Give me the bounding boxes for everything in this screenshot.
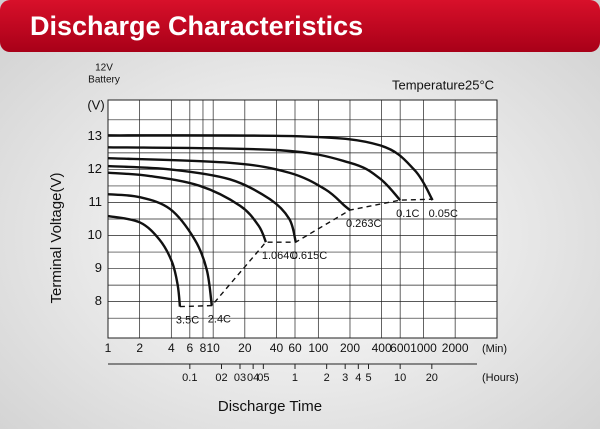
cutoff-line: [179, 198, 433, 308]
discharge-curve: [107, 134, 434, 201]
y-tick-label: 13: [88, 128, 102, 143]
curve-label: 0.1C: [396, 208, 419, 220]
header-bar: [0, 0, 600, 52]
curve-label: 0.615C: [292, 250, 328, 262]
y-tick-label: 10: [88, 227, 102, 242]
x-tick-label: 40: [270, 341, 284, 355]
x-tick-label: 600: [390, 341, 410, 355]
x2-tick-label: 2: [324, 372, 330, 384]
x-unit: (Min): [482, 343, 507, 355]
curve-label: 0.263C: [346, 218, 382, 230]
x-tick-label: 1000: [410, 341, 437, 355]
x2-tick-label: 10: [394, 372, 406, 384]
x-tick-label: 8: [200, 341, 207, 355]
curve-label: 2.4C: [208, 314, 231, 326]
y-tick-label: 11: [89, 194, 103, 209]
discharge-curve: [107, 156, 351, 212]
discharge-curve: [107, 171, 267, 243]
discharge-curve: [107, 164, 297, 243]
y-tick-label: 8: [95, 293, 102, 308]
battery-label: 12V: [95, 63, 113, 74]
x2-tick-label: 5: [365, 372, 371, 384]
chart-title: Discharge Characteristics: [30, 11, 363, 41]
x-tick-label: 2000: [442, 341, 469, 355]
x-tick-label: 4: [168, 341, 175, 355]
x-axis-title: Discharge Time: [218, 398, 322, 415]
x-tick-label: 20: [238, 341, 252, 355]
discharge-curve: [107, 146, 402, 201]
x2-tick-label: 4: [355, 372, 361, 384]
x2-tick-label: 20: [426, 372, 438, 384]
x2-tick-label: 0.1: [182, 372, 197, 384]
x-tick-label: 10: [206, 341, 220, 355]
y-tick-label: 9: [95, 260, 102, 275]
x-tick-label: 2: [136, 341, 143, 355]
x2-tick-label: 1: [292, 372, 298, 384]
battery-label: Battery: [88, 75, 120, 86]
curve-label: 3.5C: [176, 315, 199, 327]
y-axis-title: Terminal Voltage(V): [48, 173, 65, 304]
x2-tick-label: 04: [247, 372, 259, 384]
x-tick-label: 60: [288, 341, 302, 355]
x-tick-label: 400: [372, 341, 392, 355]
x2-tick-label: 3: [342, 372, 348, 384]
discharge-curve: [107, 214, 182, 307]
curve-label: 0.05C: [429, 208, 458, 220]
y-unit: (V): [87, 97, 104, 112]
x2-tick-label: 05: [257, 372, 269, 384]
discharge-curve: [107, 193, 213, 306]
x-tick-label: 100: [308, 341, 328, 355]
curve-label: 1.064C: [262, 250, 298, 262]
x2-tick-label: 03: [234, 372, 246, 384]
x-tick-label: 6: [186, 341, 193, 355]
y-tick-label: 12: [88, 161, 102, 176]
x2-tick-label: 02: [215, 372, 227, 384]
x-tick-label: 200: [340, 341, 360, 355]
x2-unit: (Hours): [482, 372, 519, 384]
temperature-label: Temperature25°C: [392, 77, 494, 92]
x-tick-label: 1: [105, 341, 112, 355]
